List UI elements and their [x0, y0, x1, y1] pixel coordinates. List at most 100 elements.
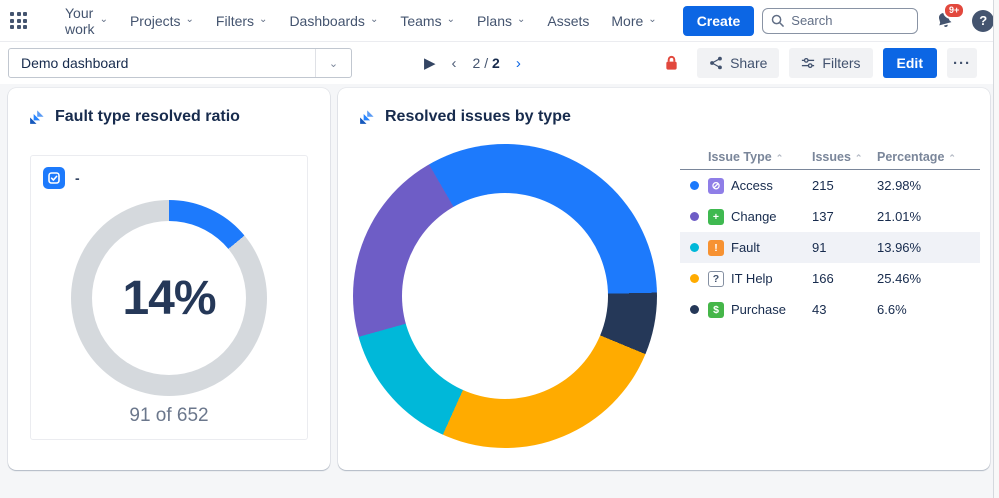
chevron-down-icon: ⌄: [259, 14, 268, 25]
issue-type-cell: ⊘ Access: [708, 177, 812, 194]
gauge-chart[interactable]: 14%: [71, 200, 267, 396]
percentage-value: 21.01%: [877, 209, 922, 224]
purchase-icon: $: [708, 301, 724, 318]
issue-type-label: IT Help: [731, 271, 773, 286]
sort-caret-icon: ⌃: [854, 152, 863, 163]
bell-icon: [938, 12, 952, 27]
chevron-down-icon: ⌄: [446, 14, 455, 25]
issue-type-cell: ? IT Help: [708, 270, 812, 287]
column-issues[interactable]: Issues ⌃: [812, 149, 863, 164]
nav-item-label: Your work: [65, 4, 95, 37]
legend-dot: [690, 305, 699, 314]
nav-right-cluster: 9+ ? ⚙: [762, 1, 999, 34]
table-row-fault[interactable]: ! Fault 91 13.96%: [680, 232, 980, 263]
donut-chart[interactable]: [353, 144, 657, 448]
gauge-filter-row: -: [43, 166, 295, 190]
issue-type-table: Issue Type ⌃ Issues ⌃ Percentage ⌃ ⊘ Access 2…: [680, 144, 980, 325]
next-page-button[interactable]: ›: [515, 54, 521, 72]
nav-item-label: Plans: [476, 12, 512, 29]
search-input[interactable]: [791, 13, 902, 28]
notifications-button[interactable]: 9+: [931, 1, 966, 34]
share-button[interactable]: Share: [697, 48, 780, 78]
issue-type-cell: $ Purchase: [708, 301, 812, 318]
sort-caret-icon: ⌃: [948, 152, 956, 163]
issue-type-label: Purchase: [731, 302, 786, 317]
gauge-ratio-text: 91 of 652: [129, 405, 209, 426]
gauge-card-title: Fault type resolved ratio: [55, 108, 240, 125]
change-icon: +: [708, 208, 724, 225]
scrollbar-track[interactable]: [993, 0, 999, 498]
gauge-percent-value: 14%: [122, 271, 216, 325]
gauge-card: Fault type resolved ratio - 14% 91 of 65…: [8, 88, 330, 470]
search-box[interactable]: [762, 7, 919, 34]
legend-dot: [690, 181, 699, 190]
help-button[interactable]: ?: [970, 8, 996, 34]
edit-button[interactable]: Edit: [882, 48, 937, 78]
sort-caret-icon: ⌃: [775, 152, 784, 163]
issues-count: 215: [812, 178, 834, 193]
access-icon: ⊘: [708, 177, 724, 194]
fault-icon: !: [708, 239, 724, 256]
table-body: ⊘ Access 215 32.98% + Change 137 21.01%! Fault 91…: [680, 170, 980, 325]
legend-dot: [690, 274, 699, 283]
table-row-it-help[interactable]: ? IT Help 166 25.46%: [680, 263, 980, 294]
chevron-down-icon: ⌄: [648, 14, 657, 25]
column-percentage[interactable]: Percentage ⌃: [877, 149, 956, 164]
table-row-access[interactable]: ⊘ Access 215 32.98%: [680, 170, 980, 201]
dashboard-select[interactable]: Demo dashboard ⌄: [8, 48, 352, 78]
chevron-down-icon: ⌄: [516, 14, 526, 25]
nav-item-plans[interactable]: Plans ⌄: [467, 7, 535, 35]
issue-type-label: Fault: [731, 240, 760, 255]
nav-item-label: Projects: [129, 12, 181, 29]
nav-item-your-work[interactable]: Your work ⌄: [55, 0, 118, 43]
notifications-badge: 9+: [943, 1, 966, 19]
issue-type-cell: ! Fault: [708, 239, 812, 256]
column-issue-type[interactable]: Issue Type ⌃: [708, 149, 784, 164]
issues-count: 91: [812, 240, 827, 255]
table-row-change[interactable]: + Change 137 21.01%: [680, 201, 980, 232]
nav-item-more[interactable]: More ⌄: [601, 7, 666, 35]
app-switcher-icon[interactable]: [10, 10, 27, 32]
legend-dot: [690, 212, 699, 221]
percentage-value: 6.6%: [877, 302, 907, 317]
nav-item-projects[interactable]: Projects ⌄: [120, 7, 204, 35]
issues-count: 166: [812, 271, 834, 286]
play-button[interactable]: ▶: [424, 55, 436, 72]
top-navigation: Your work ⌄ Projects ⌄ Filters ⌄ Dashboards ⌄ Te…: [0, 0, 999, 42]
search-icon: [772, 14, 785, 27]
nav-item-label: More: [611, 12, 644, 29]
issues-count: 137: [812, 209, 834, 224]
nav-item-label: Assets: [547, 12, 590, 29]
table-header-row: Issue Type ⌃ Issues ⌃ Percentage ⌃: [680, 144, 980, 170]
it-help-icon: ?: [708, 270, 724, 287]
issue-type-label: Access: [731, 178, 773, 193]
jira-gadget-icon: [30, 109, 44, 124]
dashboard-select-value: Demo dashboard: [21, 55, 129, 71]
issues-count: 43: [812, 302, 827, 317]
chevron-down-icon: ⌄: [315, 49, 351, 77]
nav-item-assets[interactable]: Assets: [537, 7, 599, 35]
filters-label: Filters: [822, 55, 861, 71]
donut-card-title: Resolved issues by type: [385, 108, 571, 125]
table-row-purchase[interactable]: $ Purchase 43 6.6%: [680, 294, 980, 325]
lock-icon: [666, 55, 677, 70]
nav-item-dashboards[interactable]: Dashboards ⌄: [279, 7, 388, 35]
task-type-icon[interactable]: [43, 167, 65, 189]
slideshow-pager: ▶ ‹ 2 / 2 ›: [424, 54, 521, 73]
donut-card-header: Resolved issues by type: [338, 88, 990, 126]
gauge-filter-value: -: [75, 170, 80, 186]
chevron-down-icon: ⌄: [99, 14, 108, 25]
share-icon: [710, 56, 722, 70]
sliders-icon: [802, 57, 815, 69]
chevron-down-icon: ⌄: [369, 14, 379, 25]
create-button[interactable]: Create: [682, 5, 755, 36]
filters-button[interactable]: Filters: [789, 48, 873, 78]
donut-hole: [402, 193, 608, 399]
nav-item-filters[interactable]: Filters ⌄: [206, 7, 278, 35]
nav-item-teams[interactable]: Teams ⌄: [390, 7, 465, 35]
nav-item-label: Teams: [400, 12, 442, 29]
issue-type-label: Change: [731, 209, 777, 224]
more-options-button[interactable]: ···: [947, 48, 977, 78]
share-label: Share: [730, 55, 768, 71]
prev-page-button[interactable]: ‹: [451, 54, 457, 72]
